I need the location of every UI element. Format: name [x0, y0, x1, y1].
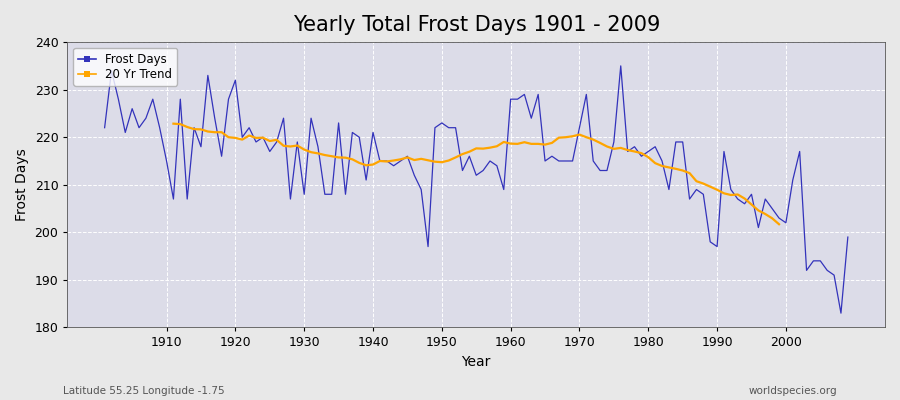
Text: Latitude 55.25 Longitude -1.75: Latitude 55.25 Longitude -1.75 [63, 386, 225, 396]
Legend: Frost Days, 20 Yr Trend: Frost Days, 20 Yr Trend [74, 48, 177, 86]
X-axis label: Year: Year [462, 355, 490, 369]
Y-axis label: Frost Days: Frost Days [15, 148, 29, 221]
Title: Yearly Total Frost Days 1901 - 2009: Yearly Total Frost Days 1901 - 2009 [292, 15, 660, 35]
Text: worldspecies.org: worldspecies.org [749, 386, 837, 396]
